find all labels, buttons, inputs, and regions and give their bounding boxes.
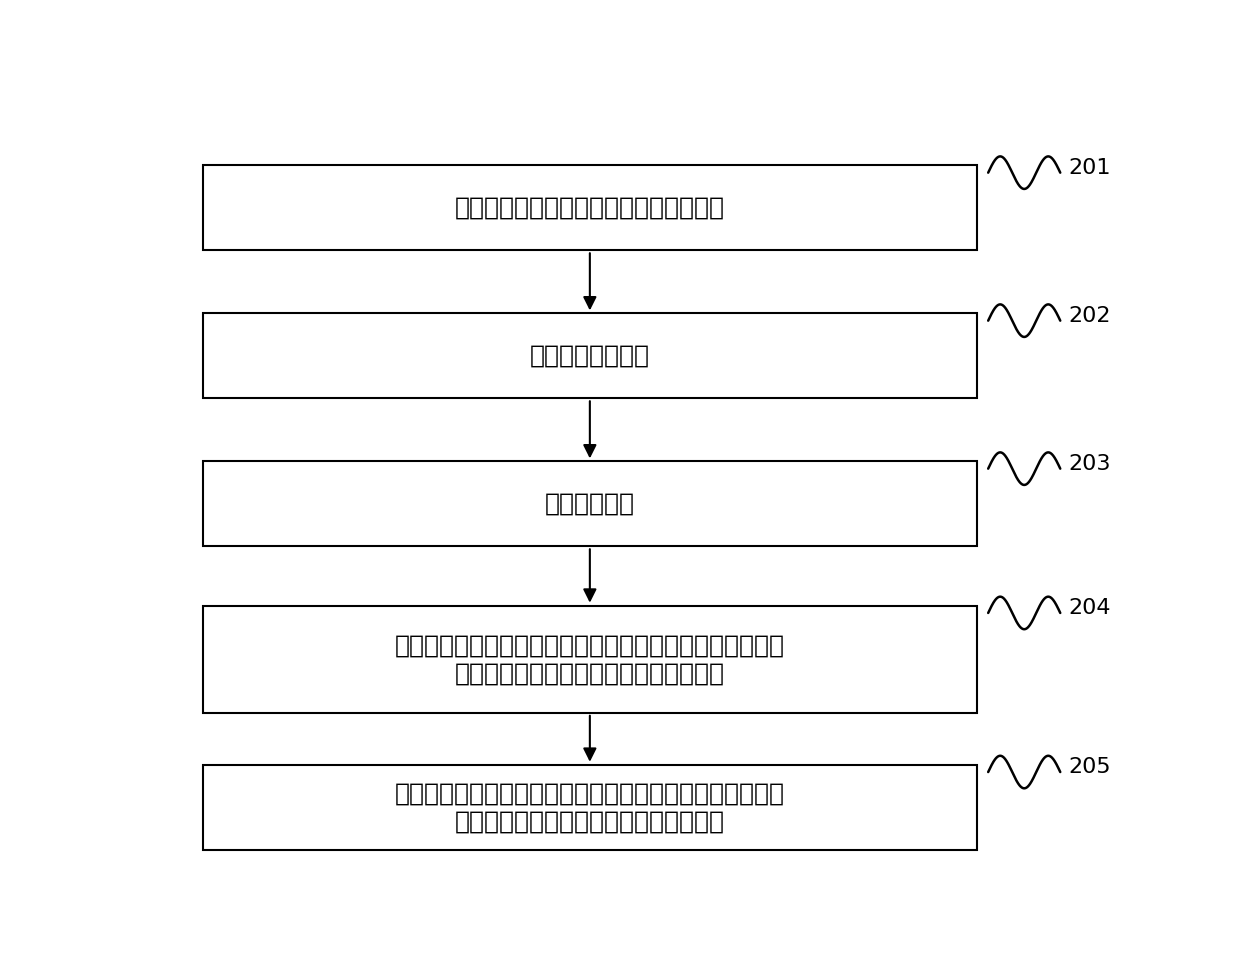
Text: 202: 202: [1068, 306, 1111, 326]
Bar: [203, 165, 977, 251]
Bar: [203, 765, 977, 850]
Text: 当工作模式为移动模式时，向底盘维护机器人发送移动控制: 当工作模式为移动模式时，向底盘维护机器人发送移动控制: [394, 633, 785, 657]
Text: 信号，以使底盘维护机器人进行移动操作: 信号，以使底盘维护机器人进行移动操作: [455, 661, 725, 685]
Text: 接收底盘维护机器人发送的基本状态信息: 接收底盘维护机器人发送的基本状态信息: [455, 196, 725, 220]
Bar: [203, 605, 977, 713]
Text: 确定工作模式: 确定工作模式: [544, 492, 635, 516]
Text: 显示基本状态信息: 显示基本状态信息: [529, 344, 650, 368]
Text: 201: 201: [1068, 158, 1111, 178]
Text: 204: 204: [1068, 598, 1111, 618]
Text: 当工作模式为作业模式时，向底盘维护机器人发送作业控制: 当工作模式为作业模式时，向底盘维护机器人发送作业控制: [394, 781, 785, 805]
Text: 203: 203: [1068, 454, 1111, 474]
Text: 205: 205: [1068, 757, 1111, 777]
Text: 信号，以使底盘维护机器人进行作业操作: 信号，以使底盘维护机器人进行作业操作: [455, 809, 725, 833]
Bar: [203, 461, 977, 547]
Bar: [203, 313, 977, 399]
